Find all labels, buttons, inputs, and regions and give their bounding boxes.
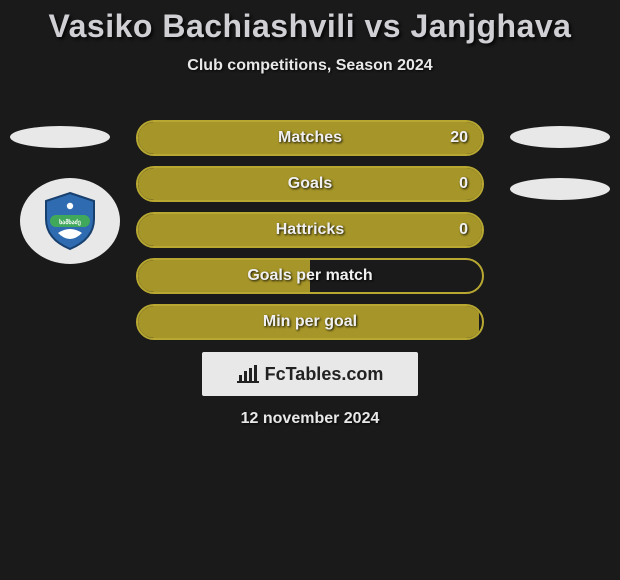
chart-icon: [237, 365, 259, 383]
subtitle: Club competitions, Season 2024: [0, 57, 620, 75]
brand-text: FcTables.com: [265, 364, 384, 385]
stat-value: 0: [459, 168, 468, 200]
brand-box: FcTables.com: [202, 352, 418, 396]
stat-row-hattricks: Hattricks 0: [136, 212, 484, 248]
stat-row-min-per-goal: Min per goal: [136, 304, 484, 340]
stat-rows: Matches 20 Goals 0 Hattricks 0 Goals per…: [136, 120, 484, 350]
player2-ellipse-bottom: [510, 178, 610, 200]
stat-label: Goals: [138, 168, 482, 200]
stat-row-goals-per-match: Goals per match: [136, 258, 484, 294]
stat-label: Hattricks: [138, 214, 482, 246]
shield-icon: ხამხაძე: [38, 189, 102, 253]
player1-ellipse-top: [10, 126, 110, 148]
stat-label: Matches: [138, 122, 482, 154]
stat-value: 20: [450, 122, 468, 154]
stat-row-goals: Goals 0: [136, 166, 484, 202]
date-text: 12 november 2024: [0, 410, 620, 428]
stat-row-matches: Matches 20: [136, 120, 484, 156]
player2-ellipse-top: [510, 126, 610, 148]
page-title: Vasiko Bachiashvili vs Janjghava: [0, 0, 620, 45]
svg-text:ხამხაძე: ხამხაძე: [59, 218, 81, 226]
stat-label: Min per goal: [138, 306, 482, 338]
stat-value: 0: [459, 214, 468, 246]
team-badge: ხამხაძე: [20, 178, 120, 264]
stat-label: Goals per match: [138, 260, 482, 292]
